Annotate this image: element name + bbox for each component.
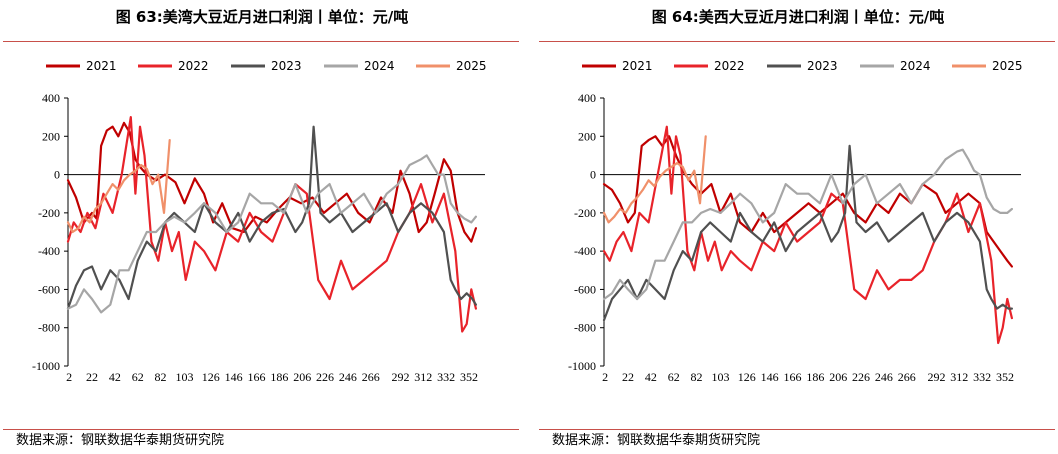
- y-tick-label: -1000: [32, 359, 60, 373]
- x-tick-label: 292: [927, 370, 945, 384]
- legend-label: 2025: [456, 59, 487, 73]
- source-note: 数据来源：钢联数据华泰期货研究院: [552, 433, 761, 448]
- legend-item-2024: 2024: [324, 59, 395, 73]
- legend-item-2025: 2025: [952, 59, 1023, 73]
- x-tick-label: 2: [602, 370, 608, 384]
- x-tick-label: 206: [293, 370, 311, 384]
- series-line-2021: [66, 121, 477, 243]
- legend-item-2024: 2024: [860, 59, 931, 73]
- x-tick-label: 226: [852, 370, 870, 384]
- x-tick-label: 82: [155, 370, 167, 384]
- x-tick-label: 62: [668, 370, 680, 384]
- legend-label: 2022: [714, 59, 745, 73]
- source-divider: [539, 429, 1055, 430]
- series-line-2021: [602, 135, 1013, 268]
- x-tick-label: 206: [829, 370, 847, 384]
- x-tick-label: 2: [66, 370, 72, 384]
- y-tick-label: 0: [54, 168, 60, 182]
- x-tick-label: 332: [973, 370, 991, 384]
- y-tick-label: -600: [38, 282, 60, 296]
- legend-item-2022: 2022: [138, 59, 209, 73]
- x-tick-label: 103: [176, 370, 194, 384]
- series-line-2025: [66, 138, 171, 234]
- x-tick-label: 42: [109, 370, 121, 384]
- y-tick-label: -200: [574, 206, 596, 220]
- x-tick-label: 166: [784, 370, 802, 384]
- legend-label: 2022: [178, 59, 209, 73]
- x-tick-label: 62: [132, 370, 144, 384]
- chart-panel-right: 图 64:美西大豆近月进口利润丨单位：元/吨 2021 2022 2023 2024 2…: [539, 0, 1057, 454]
- legend-label: 2023: [271, 59, 302, 73]
- title-divider: [539, 41, 1055, 42]
- x-tick-label: 82: [691, 370, 703, 384]
- y-tick-label: -800: [38, 321, 60, 335]
- legend-item-2023: 2023: [767, 59, 838, 73]
- legend-item-2021: 2021: [46, 59, 117, 73]
- source-divider: [3, 429, 519, 430]
- chart-panel-left: 图 63:美湾大豆近月进口利润丨单位：元/吨 2021 2022 2023 2024 2…: [3, 0, 521, 454]
- x-tick-label: 126: [738, 370, 756, 384]
- series-line-2023: [66, 125, 477, 310]
- legend-item-2025: 2025: [416, 59, 487, 73]
- legend-label: 2024: [900, 59, 931, 73]
- y-tick-label: 400: [578, 91, 596, 105]
- chart-area: 2021 2022 2023 2024 2025 400 200 0 -200 -400 -600 -…: [568, 59, 1023, 384]
- x-tick-label: 103: [712, 370, 730, 384]
- x-tick-label: 352: [996, 370, 1014, 384]
- y-tick-label: 400: [42, 91, 60, 105]
- x-tick-label: 292: [391, 370, 409, 384]
- series-line-2022: [602, 125, 1013, 345]
- x-tick-label: 312: [950, 370, 968, 384]
- chart-title: 图 64:美西大豆近月进口利润丨单位：元/吨: [651, 8, 945, 26]
- y-tick-label: -200: [38, 206, 60, 220]
- x-tick-label: 352: [460, 370, 478, 384]
- series-line-2024: [602, 148, 1013, 301]
- y-tick-label: -400: [574, 244, 596, 258]
- legend-item-2022: 2022: [674, 59, 745, 73]
- source-note: 数据来源：钢联数据华泰期货研究院: [16, 433, 225, 448]
- x-tick-label: 186: [806, 370, 824, 384]
- title-divider: [3, 41, 519, 42]
- x-tick-label: 22: [86, 370, 98, 384]
- x-tick-label: 146: [761, 370, 779, 384]
- y-tick-label: 200: [42, 129, 60, 143]
- x-tick-label: 246: [875, 370, 893, 384]
- x-tick-label: 42: [645, 370, 657, 384]
- legend-label: 2024: [364, 59, 395, 73]
- x-tick-label: 146: [225, 370, 243, 384]
- x-tick-label: 312: [414, 370, 432, 384]
- y-tick-label: -400: [38, 244, 60, 258]
- x-tick-label: 332: [437, 370, 455, 384]
- y-tick-label: 0: [590, 168, 596, 182]
- x-tick-label: 22: [622, 370, 634, 384]
- series-line-2025: [602, 135, 707, 224]
- y-tick-label: -800: [574, 321, 596, 335]
- legend-item-2021: 2021: [582, 59, 653, 73]
- legend-item-2023: 2023: [231, 59, 302, 73]
- y-tick-label: -600: [574, 282, 596, 296]
- legend-label: 2025: [992, 59, 1023, 73]
- x-tick-label: 246: [339, 370, 357, 384]
- y-tick-label: -1000: [568, 359, 596, 373]
- series-line-2024: [66, 154, 477, 314]
- x-tick-label: 126: [202, 370, 220, 384]
- chart-area: 2021 2022 2023 2024 2025 400 200 0 -200 -400 -600 -…: [32, 59, 487, 384]
- series-line-2023: [602, 144, 1013, 322]
- legend-label: 2021: [86, 59, 117, 73]
- y-tick-label: 200: [578, 129, 596, 143]
- x-tick-label: 266: [898, 370, 916, 384]
- x-tick-label: 226: [316, 370, 334, 384]
- legend-label: 2021: [622, 59, 653, 73]
- chart-title: 图 63:美湾大豆近月进口利润丨单位：元/吨: [115, 8, 409, 26]
- x-tick-label: 186: [270, 370, 288, 384]
- legend-label: 2023: [807, 59, 838, 73]
- x-tick-label: 266: [362, 370, 380, 384]
- x-tick-label: 166: [248, 370, 266, 384]
